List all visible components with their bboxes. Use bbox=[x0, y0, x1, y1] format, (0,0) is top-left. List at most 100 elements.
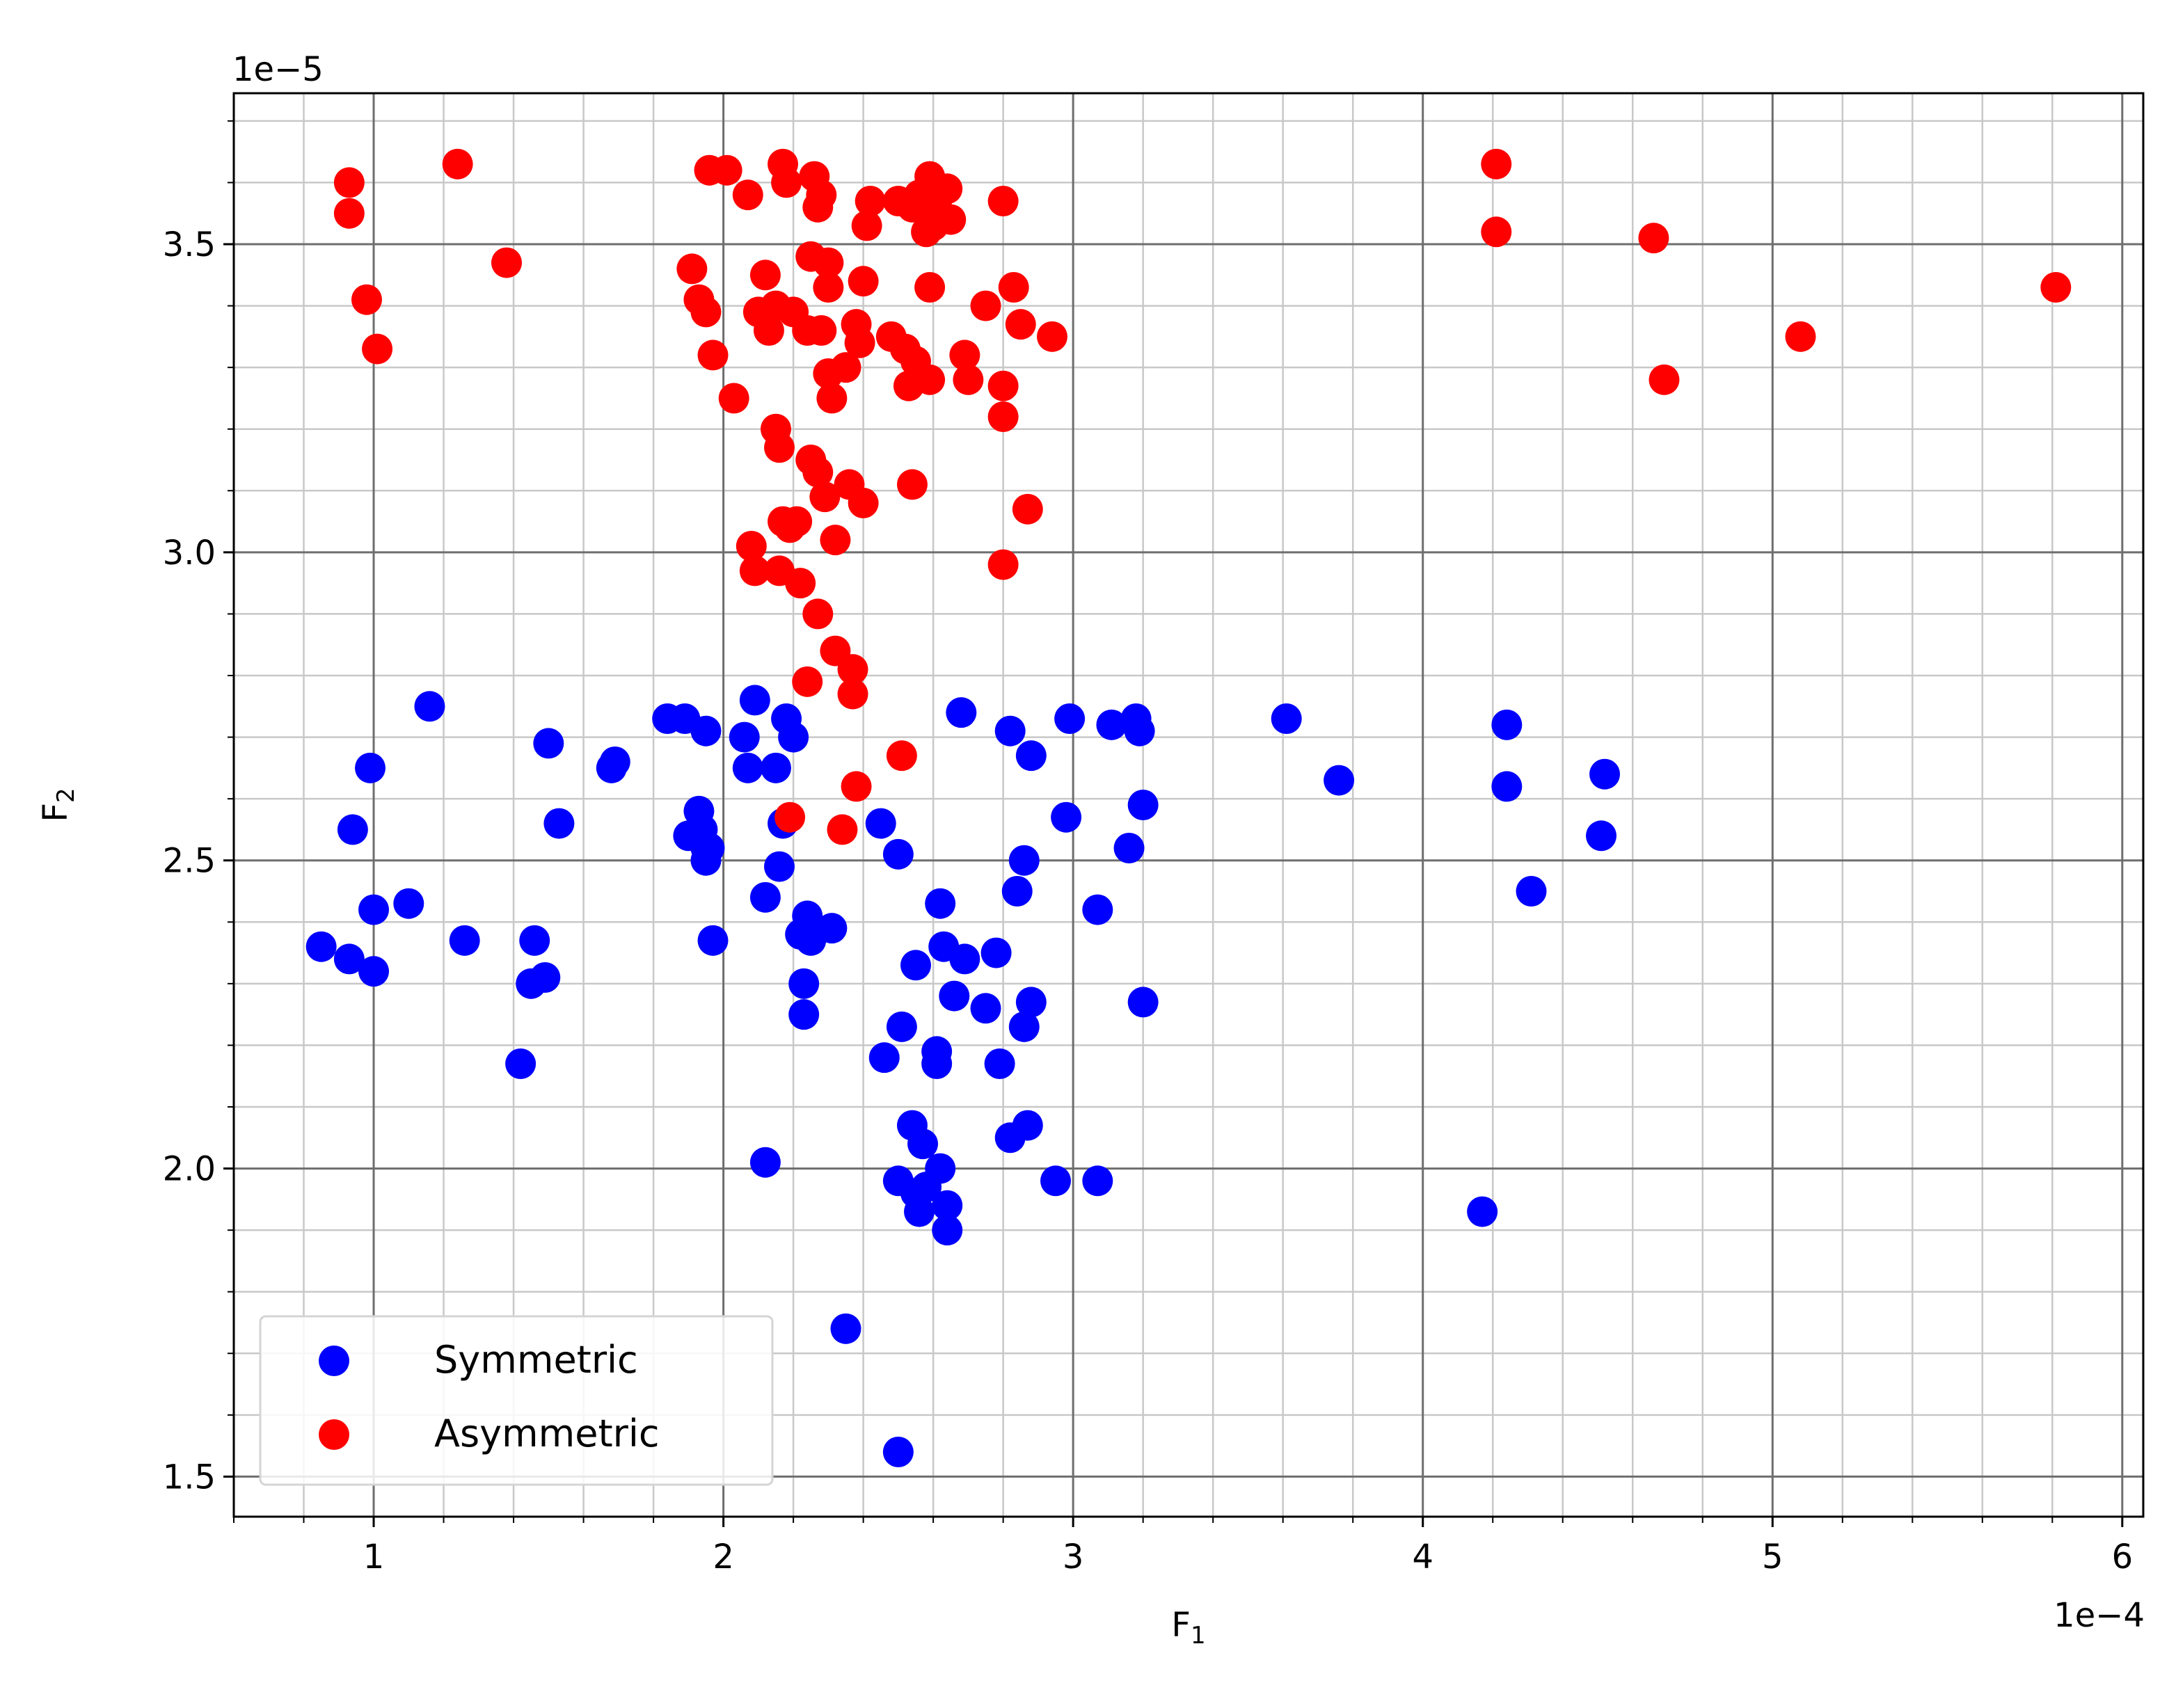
data-point bbox=[764, 432, 795, 463]
x-tick-label: 6 bbox=[2112, 1538, 2134, 1577]
data-point bbox=[827, 814, 858, 845]
data-point bbox=[1516, 876, 1547, 907]
data-point bbox=[781, 506, 813, 537]
data-point bbox=[1037, 321, 1067, 352]
x-tick-label: 3 bbox=[1063, 1538, 1084, 1577]
data-point bbox=[820, 525, 851, 556]
data-point bbox=[813, 247, 844, 278]
data-point bbox=[1648, 364, 1680, 395]
legend-marker-asymmetric bbox=[319, 1419, 349, 1450]
data-point bbox=[925, 888, 956, 919]
x-axis-label: F1 bbox=[1171, 1606, 1205, 1650]
data-point bbox=[816, 383, 848, 414]
data-point bbox=[1001, 876, 1033, 907]
data-point bbox=[896, 469, 928, 500]
data-point bbox=[729, 721, 760, 753]
data-point bbox=[1127, 790, 1159, 820]
data-point bbox=[1589, 758, 1621, 790]
x-tick-label: 2 bbox=[713, 1538, 734, 1577]
data-point bbox=[519, 925, 550, 956]
data-point bbox=[333, 167, 365, 198]
data-point bbox=[837, 678, 868, 710]
legend-box bbox=[259, 1315, 774, 1486]
data-point bbox=[1008, 845, 1040, 876]
data-point bbox=[886, 740, 917, 772]
data-point bbox=[848, 266, 879, 297]
y-tick-labels: 1.5 2.0 2.5 3.0 3.5 bbox=[163, 225, 216, 1497]
data-point bbox=[865, 808, 896, 839]
data-point bbox=[1491, 771, 1523, 802]
data-point bbox=[886, 1011, 917, 1042]
data-point bbox=[760, 752, 791, 783]
y-tick-label: 1.5 bbox=[163, 1458, 216, 1497]
data-point bbox=[333, 943, 365, 975]
data-point bbox=[806, 179, 837, 211]
data-point bbox=[792, 666, 823, 697]
series-symmetric bbox=[305, 685, 1621, 1467]
data-point bbox=[925, 1153, 956, 1184]
plot-frame bbox=[232, 92, 2145, 1518]
data-point bbox=[946, 697, 977, 728]
data-point bbox=[1127, 987, 1159, 1018]
data-point bbox=[1012, 1110, 1043, 1141]
x-tick-label: 1 bbox=[363, 1538, 385, 1577]
data-point bbox=[749, 1147, 781, 1178]
data-point bbox=[505, 1048, 537, 1079]
data-point bbox=[1124, 715, 1155, 747]
data-point bbox=[1638, 223, 1669, 254]
data-point bbox=[830, 352, 861, 383]
data-point bbox=[1096, 709, 1127, 740]
y-tick-label: 2.0 bbox=[163, 1150, 216, 1189]
data-point bbox=[987, 401, 1019, 432]
data-point bbox=[749, 260, 781, 291]
data-point bbox=[676, 253, 708, 285]
data-point bbox=[1467, 1196, 1498, 1227]
data-point bbox=[1481, 216, 1512, 248]
data-point bbox=[736, 531, 767, 561]
data-point bbox=[749, 881, 781, 913]
data-point bbox=[806, 315, 837, 346]
data-point bbox=[949, 340, 980, 371]
data-point bbox=[778, 721, 809, 753]
data-point bbox=[914, 364, 946, 395]
data-point bbox=[939, 980, 970, 1012]
data-point bbox=[1113, 833, 1145, 863]
data-point bbox=[855, 186, 886, 216]
data-point bbox=[530, 962, 561, 993]
data-point bbox=[1586, 820, 1617, 852]
data-point bbox=[1785, 321, 1816, 352]
y-tick-label: 3.0 bbox=[163, 534, 216, 573]
data-point bbox=[844, 327, 875, 358]
data-point bbox=[830, 1313, 861, 1344]
data-point bbox=[599, 747, 630, 777]
data-point bbox=[732, 752, 763, 783]
data-point bbox=[949, 943, 980, 975]
data-point bbox=[932, 1215, 963, 1246]
x-tick-label: 5 bbox=[1762, 1538, 1783, 1577]
data-point bbox=[932, 1190, 963, 1221]
y-tick-label: 3.5 bbox=[163, 225, 216, 264]
data-point bbox=[690, 296, 722, 328]
data-point bbox=[1054, 703, 1086, 734]
data-point bbox=[358, 956, 390, 987]
data-point bbox=[994, 715, 1026, 747]
data-point bbox=[841, 771, 872, 802]
y-axis-label-main: F bbox=[36, 803, 75, 822]
data-point bbox=[764, 851, 795, 882]
data-point bbox=[690, 715, 722, 747]
data-point bbox=[690, 845, 722, 876]
data-point bbox=[2040, 272, 2072, 303]
data-point bbox=[337, 814, 368, 845]
data-point bbox=[771, 167, 802, 198]
data-point bbox=[1005, 309, 1036, 340]
data-point bbox=[851, 210, 882, 241]
data-point bbox=[491, 247, 522, 278]
data-point bbox=[970, 290, 1001, 321]
data-point bbox=[305, 931, 337, 962]
series-asymmetric bbox=[333, 148, 2072, 845]
data-point bbox=[732, 179, 763, 211]
data-point bbox=[980, 937, 1012, 968]
data-point bbox=[837, 654, 868, 685]
data-point bbox=[414, 691, 445, 722]
